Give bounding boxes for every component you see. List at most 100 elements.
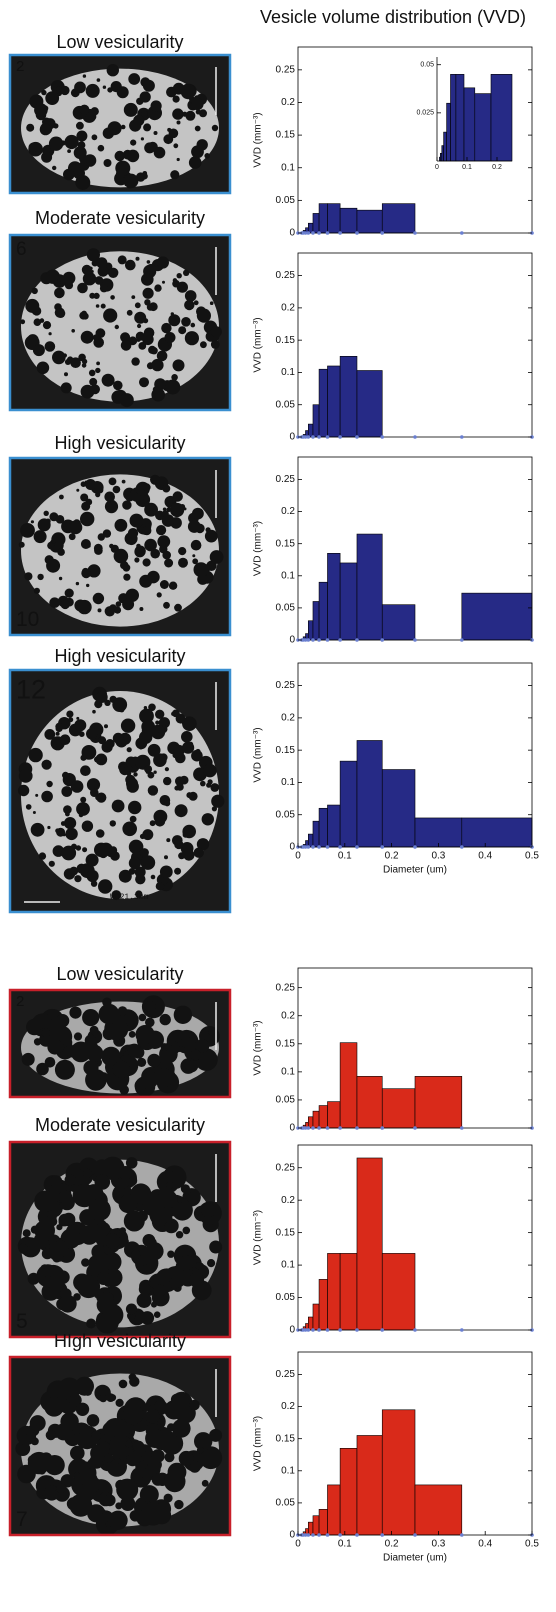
bar	[307, 833, 314, 848]
vesicle	[142, 333, 154, 346]
vesicle	[176, 281, 188, 293]
y-tick-label: 0.2	[281, 1010, 295, 1021]
vesicle	[195, 748, 201, 755]
x-tick-label: 0.2	[385, 1539, 399, 1550]
vesicle	[147, 570, 160, 584]
vesicle	[48, 136, 64, 151]
vesicle	[104, 491, 115, 503]
vesicle	[174, 867, 182, 875]
vesicle	[150, 474, 161, 485]
vesicle	[76, 802, 90, 816]
vesicle	[76, 488, 80, 492]
vesicle	[172, 278, 178, 283]
vesicle	[44, 341, 56, 352]
vesicle	[172, 359, 185, 372]
vesicle	[144, 765, 153, 774]
vesicle	[156, 256, 169, 269]
vesicle	[154, 284, 162, 292]
vesicle	[122, 598, 135, 611]
vesicle	[114, 324, 120, 330]
vesicle	[161, 343, 170, 352]
bar	[318, 1105, 328, 1129]
bar	[318, 368, 328, 438]
bin-edge-marker	[325, 1328, 330, 1332]
vesicle	[183, 507, 187, 511]
vesicle	[76, 130, 88, 142]
vesicle	[149, 510, 154, 515]
vesicle	[158, 734, 163, 739]
vesicle	[176, 157, 180, 162]
vesicle	[44, 729, 56, 740]
bin-edge-marker	[338, 231, 342, 235]
bin-edge-marker	[317, 231, 321, 235]
vesicle	[180, 1036, 192, 1048]
vesicle	[91, 134, 98, 141]
vesicle	[70, 1445, 85, 1461]
vesicle	[95, 844, 99, 848]
vesicle	[142, 558, 151, 567]
vesicle	[182, 831, 189, 838]
sample-number: 12	[16, 675, 46, 705]
bin-edge-marker	[325, 845, 330, 849]
bar	[414, 1484, 463, 1536]
vesicle	[204, 529, 218, 543]
vesicle	[37, 573, 44, 581]
bin-edge-marker	[380, 845, 385, 849]
micrograph	[10, 670, 230, 912]
vesicle	[143, 706, 148, 710]
vesicle	[115, 1502, 123, 1510]
figure-title: Vesicle volume distribution (VVD)	[260, 7, 526, 27]
vesicle	[94, 546, 103, 555]
vesicle	[64, 1174, 76, 1186]
bar	[446, 102, 451, 162]
vesicle	[64, 817, 77, 830]
bin-edge-marker	[311, 231, 315, 235]
vesicle	[86, 1414, 100, 1427]
vesicle	[170, 170, 180, 180]
vesicle	[145, 1428, 165, 1448]
sample-number: 6	[16, 239, 27, 260]
bar	[443, 131, 447, 162]
vesicle	[195, 1262, 203, 1270]
bin-edge-marker	[303, 1533, 308, 1537]
bar	[327, 1484, 341, 1536]
vesicle	[193, 562, 209, 578]
bar	[381, 1088, 416, 1129]
vesicle	[69, 1493, 93, 1517]
vesicle	[58, 1213, 72, 1227]
bar	[327, 804, 341, 848]
bin-edge-marker	[380, 231, 385, 235]
vesicle	[159, 1013, 171, 1026]
vesicle	[49, 597, 60, 608]
vesicle	[38, 852, 47, 860]
vesicle	[41, 89, 47, 96]
vesicle	[133, 772, 138, 777]
vesicle	[182, 716, 197, 731]
vesicle	[109, 543, 114, 549]
vesicle	[200, 341, 207, 349]
x-tick-label: 0.4	[478, 1539, 492, 1550]
vesicle	[84, 480, 88, 484]
vesicle	[54, 307, 65, 318]
vesicle	[83, 1060, 99, 1076]
vesicle	[169, 497, 176, 504]
vesicle	[45, 91, 60, 105]
vesicle	[33, 587, 41, 594]
vesicle	[73, 1273, 91, 1292]
x-tick-label: 0.1	[338, 1539, 352, 1550]
vesicle	[60, 1474, 74, 1488]
vesicle	[126, 309, 133, 316]
bar	[455, 74, 465, 162]
vesicle	[130, 139, 137, 146]
vesicle	[79, 154, 88, 164]
vesicle	[27, 1455, 38, 1465]
vesicle	[28, 747, 43, 763]
vesicle	[80, 539, 91, 549]
y-tick-label: 0.1	[281, 367, 295, 378]
micrograph	[10, 1142, 230, 1337]
vesicle	[60, 85, 70, 96]
vesicle	[103, 308, 118, 323]
vesicle	[56, 1224, 63, 1231]
vesicle	[205, 527, 211, 533]
vesicle	[148, 302, 158, 312]
